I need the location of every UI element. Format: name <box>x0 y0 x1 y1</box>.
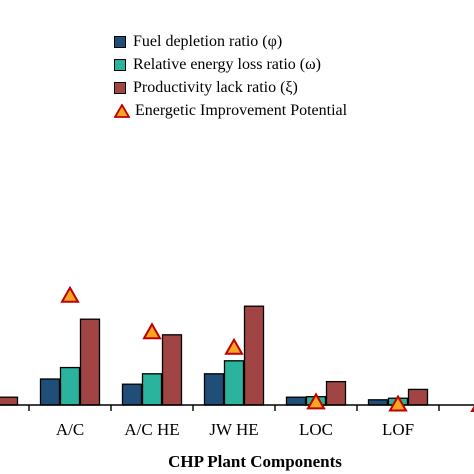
bar-productivity-lack-5 <box>407 388 429 406</box>
bar-fuel-depletion-5 <box>367 399 389 406</box>
improvement-marker-5 <box>388 394 408 412</box>
x-tick-label-5: LOF <box>382 420 414 439</box>
bar-relative-energy-loss-2 <box>141 373 163 406</box>
x-tick-label-1: A/C <box>56 420 84 439</box>
bar-relative-energy-loss-3 <box>223 360 245 406</box>
bar-fuel-depletion-3 <box>203 373 225 406</box>
bar-relative-energy-loss-1 <box>59 366 81 406</box>
bar-productivity-lack-0 <box>0 396 19 406</box>
bar-productivity-lack-2 <box>161 334 183 406</box>
improvement-marker-4 <box>306 392 326 410</box>
bar-productivity-lack-1 <box>79 318 101 406</box>
x-axis-title: CHP Plant Components <box>168 452 342 471</box>
bar-fuel-depletion-1 <box>39 378 61 406</box>
legend-label-fuel-depletion: Fuel depletion ratio (φ) <box>133 32 283 50</box>
bar-fuel-depletion-4 <box>285 396 307 406</box>
bar-productivity-lack-4 <box>325 380 347 406</box>
legend-item-relative-energy-loss: Relative energy loss ratio (ω) <box>114 53 347 76</box>
legend-label-productivity-lack: Productivity lack ratio (ξ) <box>133 78 298 96</box>
legend-item-fuel-depletion: Fuel depletion ratio (φ) <box>114 30 347 53</box>
legend-triangle-marker-icon <box>114 103 130 118</box>
legend-item-improvement-potential: Energetic Improvement Potential <box>114 99 347 122</box>
legend-swatch-productivity-lack <box>114 81 126 94</box>
x-tick-label-4: LOC <box>299 420 333 439</box>
legend-label-improvement-potential: Energetic Improvement Potential <box>135 101 348 119</box>
improvement-marker-1 <box>60 285 80 303</box>
legend-swatch-relative-energy-loss <box>114 58 126 71</box>
improvement-marker-2 <box>142 322 162 340</box>
x-tick-label-2: A/C HE <box>124 420 179 439</box>
bar-fuel-depletion-2 <box>121 383 143 406</box>
x-tick-label-3: JW HE <box>209 420 258 439</box>
improvement-marker-3 <box>224 337 244 355</box>
legend-item-productivity-lack: Productivity lack ratio (ξ) <box>114 76 347 99</box>
bar-productivity-lack-3 <box>243 305 265 406</box>
legend: Fuel depletion ratio (φ) Relative energy… <box>114 30 347 122</box>
legend-label-relative-energy-loss: Relative energy loss ratio (ω) <box>133 55 321 73</box>
legend-swatch-fuel-depletion <box>114 35 126 48</box>
